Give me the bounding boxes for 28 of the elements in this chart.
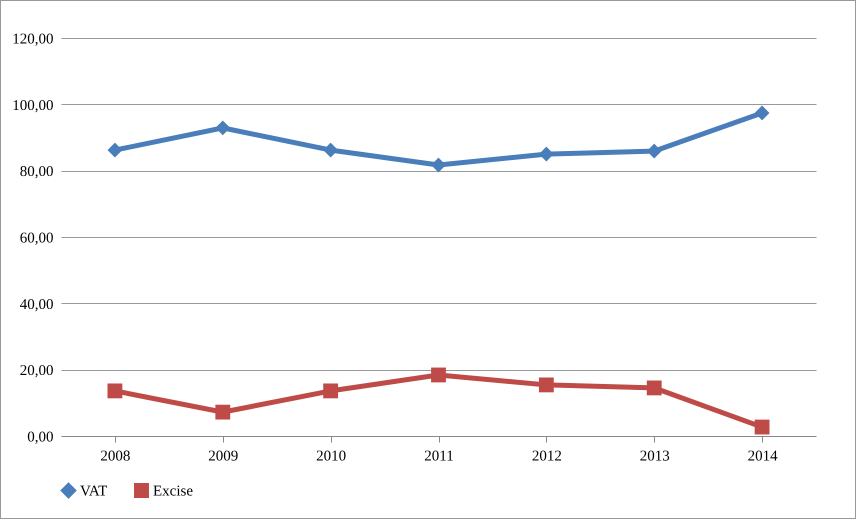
y-tick-label: 40,00: [20, 296, 54, 313]
y-tick-label: 80,00: [20, 164, 54, 180]
x-tick-label: 2012: [532, 448, 562, 464]
point: [323, 142, 338, 158]
point: [538, 378, 554, 392]
point: [431, 158, 446, 172]
x-tick-label: 2010: [316, 448, 346, 464]
point: [323, 383, 338, 398]
y-tick-label: 0,00: [27, 430, 54, 446]
x-tick-label: 2011: [424, 448, 454, 464]
x-tick-label: 2013: [640, 448, 670, 464]
y-tick-label: 20,00: [20, 363, 54, 380]
point: [754, 106, 770, 120]
legend-label: Excise: [153, 484, 194, 500]
x-tick-label: 2008: [100, 448, 130, 464]
point: [215, 404, 230, 420]
point: [754, 420, 770, 434]
x-tick-label: 2014: [748, 448, 778, 464]
y-tick-label: 100,00: [12, 98, 54, 114]
y-tick-label: 120,00: [12, 32, 54, 48]
legend-label: VAT: [80, 484, 108, 500]
x-tick-label: 2009: [208, 448, 238, 464]
point: [108, 142, 122, 158]
y-tick-label: 60,00: [20, 230, 54, 246]
point: [215, 120, 230, 136]
point: [108, 383, 122, 398]
point: [646, 380, 662, 396]
point: [431, 368, 446, 382]
